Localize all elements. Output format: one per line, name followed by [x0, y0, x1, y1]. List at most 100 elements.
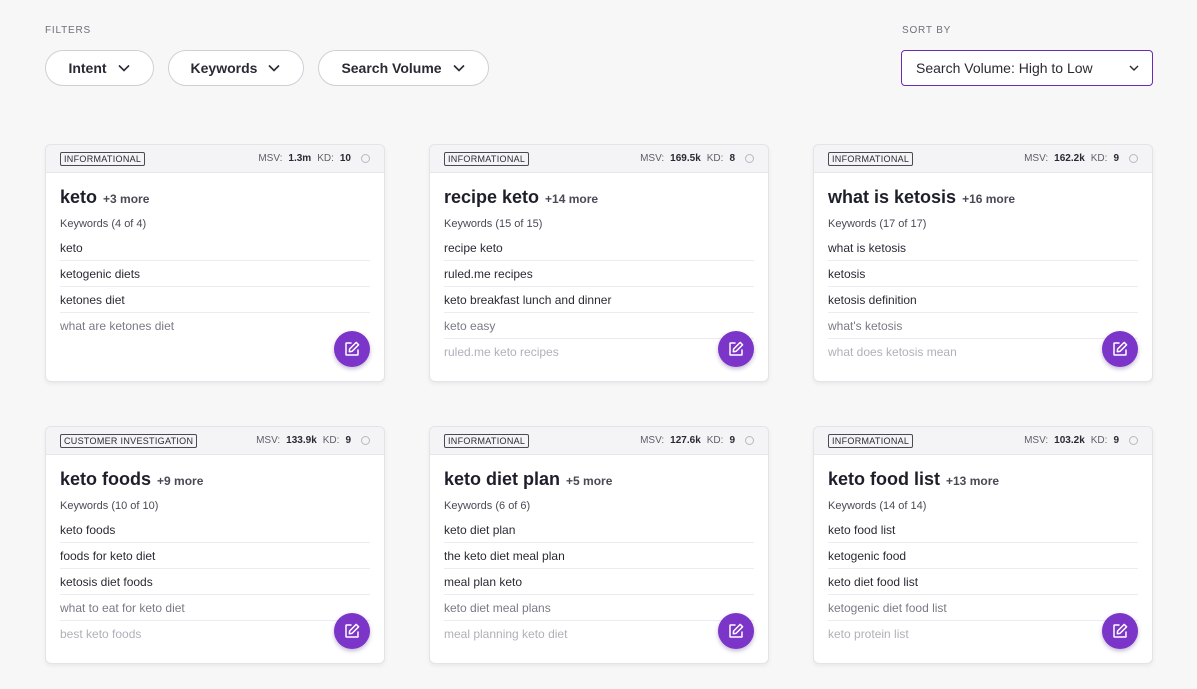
keyword-item: keto easy: [444, 313, 754, 339]
keyword-cluster-card[interactable]: INFORMATIONAL MSV: 1.3m KD: 10 keto +3 mor…: [45, 144, 385, 382]
keyword-list: keto ketogenic diets ketones diet what are …: [60, 235, 370, 339]
keyword-list: what is ketosis ketosis ketosis definition…: [828, 235, 1138, 365]
card-header: INFORMATIONAL MSV: 103.2k KD: 9: [814, 427, 1152, 455]
more-keywords-count: +13 more: [946, 474, 1000, 488]
intent-badge: INFORMATIONAL: [444, 433, 530, 448]
intent-badge: INFORMATIONAL: [828, 151, 914, 166]
card-title: keto diet plan: [444, 469, 561, 489]
card-title-row: keto food list +13 more: [828, 469, 1138, 490]
keyword-count: Keywords (6 of 6): [444, 500, 531, 512]
search-volume-filter-button[interactable]: Search Volume: [318, 50, 489, 86]
card-header: INFORMATIONAL MSV: 162.2k KD: 9: [814, 145, 1152, 173]
keyword-item: ruled.me recipes: [444, 261, 754, 287]
intent-badge: CUSTOMER INVESTIGATION: [60, 433, 198, 448]
card-body: keto food list +13 more Keywords (14 of …: [814, 455, 1152, 647]
card-metrics: MSV: 103.2k KD: 9: [1024, 435, 1138, 446]
keyword-cluster-card[interactable]: INFORMATIONAL MSV: 169.5k KD: 8 recipe ket…: [429, 144, 769, 382]
keywords-filter-label: Keywords: [190, 60, 258, 76]
keyword-item: keto: [60, 235, 370, 261]
kd-label: KD:: [1090, 435, 1108, 446]
kd-value: 8: [729, 153, 735, 164]
card-header: CUSTOMER INVESTIGATION MSV: 133.9k KD: 9: [46, 427, 384, 455]
keyword-list: keto diet plan the keto diet meal plan mea…: [444, 517, 754, 647]
select-radio[interactable]: [1129, 154, 1138, 163]
card-body: keto +3 more Keywords (4 of 4) keto ketog…: [46, 173, 384, 339]
select-radio[interactable]: [1129, 436, 1138, 445]
card-title: what is ketosis: [828, 187, 957, 207]
edit-button[interactable]: [1102, 613, 1138, 649]
card-metrics: MSV: 169.5k KD: 8: [640, 153, 754, 164]
intent-badge: INFORMATIONAL: [444, 151, 530, 166]
more-keywords-count: +3 more: [103, 192, 150, 206]
more-keywords-count: +16 more: [962, 192, 1016, 206]
intent-badge: INFORMATIONAL: [60, 151, 146, 166]
card-header: INFORMATIONAL MSV: 127.6k KD: 9: [430, 427, 768, 455]
edit-button[interactable]: [334, 331, 370, 367]
edit-button[interactable]: [718, 613, 754, 649]
keyword-cluster-card[interactable]: CUSTOMER INVESTIGATION MSV: 133.9k KD: 9 k…: [45, 426, 385, 664]
msv-label: MSV:: [256, 435, 281, 446]
keyword-item: keto foods: [60, 517, 370, 543]
msv-label: MSV:: [258, 153, 283, 164]
edit-icon: [1113, 341, 1128, 356]
chevron-down-icon: [1129, 65, 1139, 71]
select-radio[interactable]: [361, 436, 370, 445]
keyword-cluster-card[interactable]: INFORMATIONAL MSV: 162.2k KD: 9 what is ke…: [813, 144, 1153, 382]
chevron-down-icon: [268, 64, 281, 72]
card-body: recipe keto +14 more Keywords (15 of 15)…: [430, 173, 768, 365]
keyword-cluster-card[interactable]: INFORMATIONAL MSV: 103.2k KD: 9 keto food …: [813, 426, 1153, 664]
edit-icon: [345, 623, 360, 638]
kd-value: 10: [339, 153, 351, 164]
card-metrics: MSV: 127.6k KD: 9: [640, 435, 754, 446]
edit-button[interactable]: [1102, 331, 1138, 367]
edit-button[interactable]: [718, 331, 754, 367]
card-title: keto food list: [828, 469, 940, 489]
keyword-item: keto diet plan: [444, 517, 754, 543]
intent-badge: INFORMATIONAL: [828, 433, 914, 448]
sort-select[interactable]: Search Volume: High to Low: [901, 50, 1153, 86]
keyword-item: recipe keto: [444, 235, 754, 261]
edit-button[interactable]: [334, 613, 370, 649]
msv-value: 127.6k: [670, 435, 701, 446]
msv-value: 133.9k: [286, 435, 317, 446]
keyword-item: ketosis diet foods: [60, 569, 370, 595]
keywords-filter-button[interactable]: Keywords: [168, 50, 304, 86]
keyword-cluster-card[interactable]: INFORMATIONAL MSV: 127.6k KD: 9 keto diet …: [429, 426, 769, 664]
edit-icon: [345, 341, 360, 356]
msv-value: 103.2k: [1054, 435, 1085, 446]
keyword-item: ketones diet: [60, 287, 370, 313]
kd-label: KD:: [706, 153, 724, 164]
sort-selected-value: Search Volume: High to Low: [916, 60, 1093, 76]
card-body: what is ketosis +16 more Keywords (17 of…: [814, 173, 1152, 365]
keyword-item: what are ketones diet: [60, 319, 175, 333]
keyword-item: ruled.me keto recipes: [444, 345, 559, 359]
keyword-item: ketogenic diets: [60, 261, 370, 287]
msv-value: 169.5k: [670, 153, 701, 164]
select-radio[interactable]: [361, 154, 370, 163]
keyword-item: the keto diet meal plan: [444, 543, 754, 569]
keyword-item: what to eat for keto diet: [60, 595, 370, 621]
msv-value: 162.2k: [1054, 153, 1085, 164]
edit-icon: [729, 623, 744, 638]
search-volume-filter-label: Search Volume: [341, 60, 442, 76]
select-radio[interactable]: [745, 436, 754, 445]
card-metrics: MSV: 133.9k KD: 9: [256, 435, 370, 446]
select-radio[interactable]: [745, 154, 754, 163]
keyword-item: keto diet meal plans: [444, 595, 754, 621]
keyword-item: keto diet food list: [828, 569, 1138, 595]
keyword-item: what is ketosis: [828, 235, 1138, 261]
card-body: keto diet plan +5 more Keywords (6 of 6)…: [430, 455, 768, 647]
card-title: keto: [60, 187, 98, 207]
keyword-list: recipe keto ruled.me recipes keto breakfas…: [444, 235, 754, 365]
keyword-count: Keywords (17 of 17): [828, 218, 927, 230]
card-title-row: keto foods +9 more: [60, 469, 370, 490]
card-title-row: recipe keto +14 more: [444, 187, 754, 208]
sort-label: SORT BY: [902, 25, 952, 36]
intent-filter-button[interactable]: Intent: [45, 50, 154, 86]
edit-icon: [1113, 623, 1128, 638]
card-metrics: MSV: 162.2k KD: 9: [1024, 153, 1138, 164]
card-title-row: keto diet plan +5 more: [444, 469, 754, 490]
keyword-count: Keywords (14 of 14): [828, 500, 927, 512]
kd-label: KD:: [317, 153, 334, 164]
keyword-item: ketogenic food: [828, 543, 1138, 569]
